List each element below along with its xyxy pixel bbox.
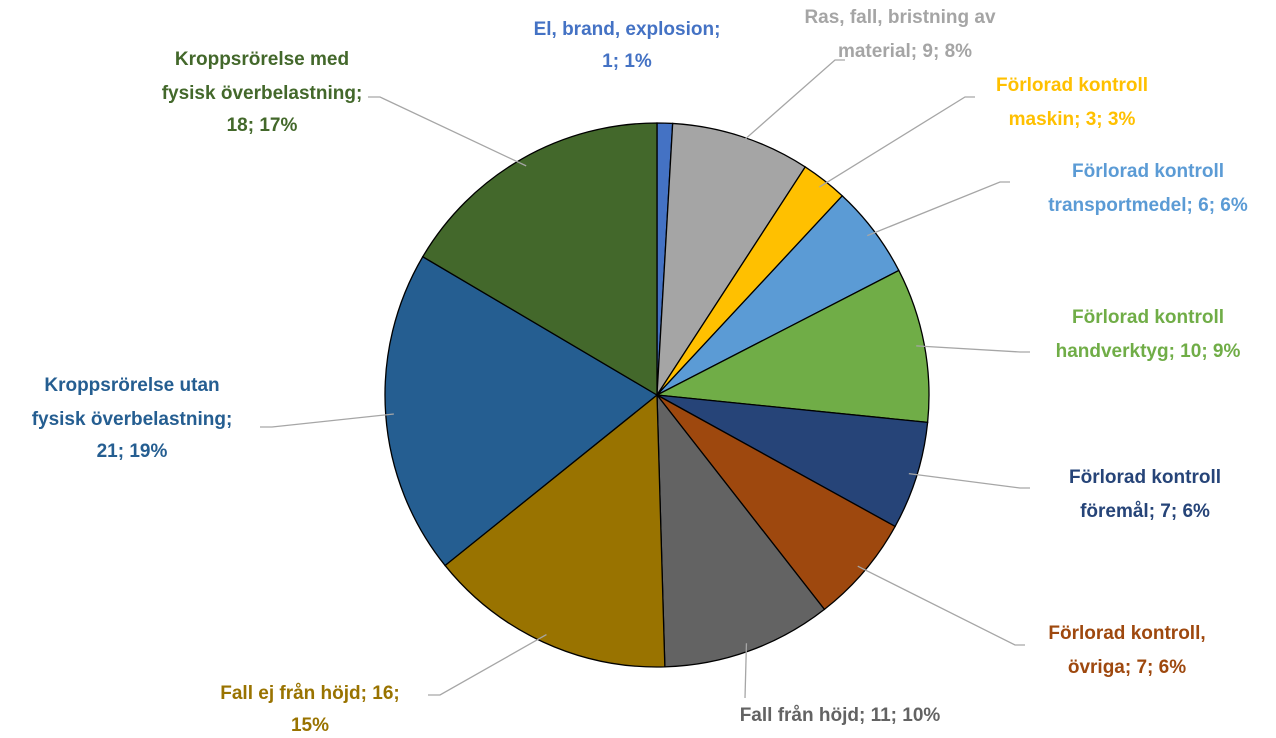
leader-line — [738, 59, 845, 145]
data-label: Förlorad kontroll — [1069, 467, 1221, 488]
data-label: maskin; 3; 3% — [1009, 109, 1136, 130]
data-label: 15% — [291, 715, 329, 736]
data-label: Ras, fall, bristning av — [804, 7, 996, 28]
data-label: övriga; 7; 6% — [1068, 657, 1186, 678]
data-label: fysisk överbelastning; — [162, 83, 363, 104]
leader-line — [857, 565, 1025, 646]
data-label: Fall från höjd; 11; 10% — [740, 705, 941, 726]
data-label: 1; 1% — [602, 51, 652, 72]
pie-slice — [654, 269, 930, 424]
leader-line — [260, 413, 394, 428]
leader-line — [744, 643, 748, 699]
data-label: Förlorad kontroll — [1072, 161, 1224, 182]
data-label: Kroppsrörelse utan — [44, 375, 219, 396]
pie-slice — [656, 393, 826, 668]
data-label: handverktyg; 10; 9% — [1056, 341, 1241, 362]
data-label: Kroppsrörelse med — [175, 49, 349, 70]
leader-line — [819, 96, 975, 188]
leader-line — [428, 633, 547, 696]
data-label: Förlorad kontroll, — [1048, 623, 1205, 644]
data-label: 18; 17% — [227, 115, 298, 136]
data-label: material; 9; 8% — [838, 41, 972, 62]
pie-slice — [444, 393, 666, 668]
leader-line — [916, 345, 1030, 353]
leader-line — [908, 472, 1030, 489]
data-label: föremål; 7; 6% — [1080, 501, 1210, 522]
data-label: fysisk överbelastning; — [32, 409, 233, 430]
data-label: Fall ej från höjd; 16; — [220, 683, 399, 704]
pie-slice — [656, 122, 807, 398]
leader-line — [368, 96, 527, 167]
data-label: transportmedel; 6; 6% — [1048, 195, 1248, 216]
data-label: Förlorad kontroll — [996, 75, 1148, 96]
data-label: Förlorad kontroll — [1072, 307, 1224, 328]
data-label: 21; 19% — [97, 441, 168, 462]
data-label: El, brand, explosion; — [534, 19, 721, 40]
pie-slice — [421, 122, 658, 397]
leader-line — [867, 181, 1010, 237]
